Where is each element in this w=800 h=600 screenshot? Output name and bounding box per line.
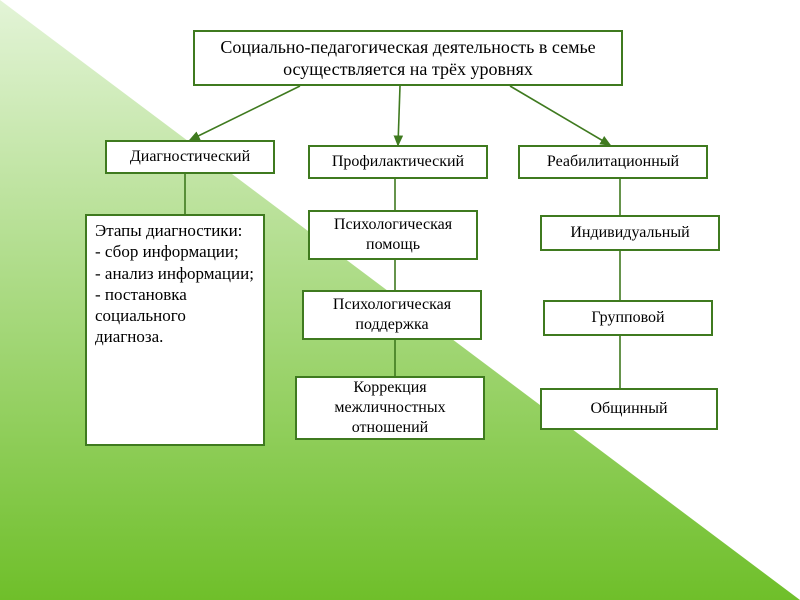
node-prof-label: Профилактический xyxy=(332,152,464,172)
node-prof: Профилактический xyxy=(308,145,488,179)
diagram-stage: Социально-педагогическая деятельность в … xyxy=(0,0,800,600)
node-group-label: Групповой xyxy=(591,308,664,328)
node-individual-label: Индивидуальный xyxy=(570,223,689,243)
node-group: Групповой xyxy=(543,300,713,336)
node-diag_steps-label: Этапы диагностики: - сбор информации; - … xyxy=(95,220,255,348)
node-correction-label: Коррекция межличностных отношений xyxy=(305,378,475,438)
node-community-label: Общинный xyxy=(590,399,667,419)
node-diag-label: Диагностический xyxy=(130,147,250,167)
node-psy_help-label: Психологическая помощь xyxy=(318,215,468,255)
node-diag_steps: Этапы диагностики: - сбор информации; - … xyxy=(85,214,265,446)
node-root: Социально-педагогическая деятельность в … xyxy=(193,30,623,86)
node-community: Общинный xyxy=(540,388,718,430)
node-psy_support: Психологическая поддержка xyxy=(302,290,482,340)
node-correction: Коррекция межличностных отношений xyxy=(295,376,485,440)
node-psy_support-label: Психологическая поддержка xyxy=(312,295,472,335)
node-psy_help: Психологическая помощь xyxy=(308,210,478,260)
node-diag: Диагностический xyxy=(105,140,275,174)
node-rehab-label: Реабилитационный xyxy=(547,152,679,172)
node-rehab: Реабилитационный xyxy=(518,145,708,179)
node-root-label: Социально-педагогическая деятельность в … xyxy=(203,36,613,81)
node-individual: Индивидуальный xyxy=(540,215,720,251)
